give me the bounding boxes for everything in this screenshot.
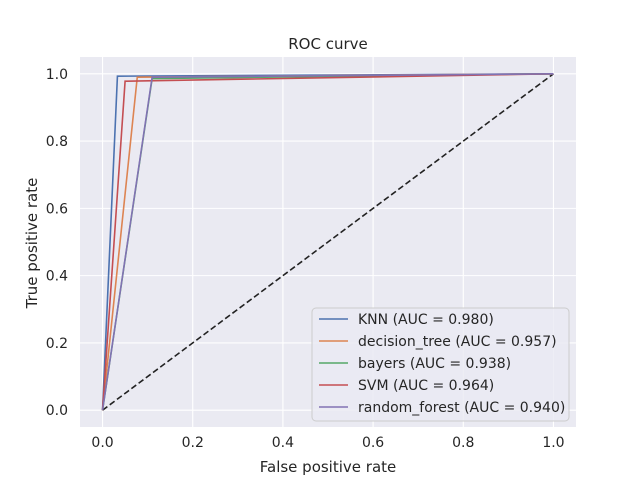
y-tick-label: 0.6	[46, 201, 68, 217]
chart-title: ROC curve	[288, 35, 368, 53]
y-tick-label: 0.2	[46, 336, 68, 352]
x-axis-label: False positive rate	[260, 458, 397, 476]
y-tick-label: 0.4	[46, 269, 68, 285]
chance-reference-line	[102, 73, 554, 411]
series-line	[101, 73, 554, 411]
x-tick-label: 0.6	[362, 435, 384, 451]
series-line	[101, 73, 554, 411]
legend-label: bayers (AUC = 0.938)	[358, 356, 511, 372]
x-tick-label: 0.4	[272, 435, 294, 451]
grid	[80, 57, 576, 427]
legend-label: KNN (AUC = 0.980)	[358, 312, 494, 328]
x-tick-labels: 0.0 0.2 0.4 0.6 0.8 1.0	[91, 435, 564, 451]
legend-label: SVM (AUC = 0.964)	[358, 378, 494, 394]
legend-box	[311, 307, 570, 422]
x-tick-label: 0.0	[91, 435, 113, 451]
series-layer	[101, 73, 554, 411]
y-tick-label: 0.0	[46, 403, 68, 419]
y-tick-label: 0.8	[46, 134, 68, 150]
y-tick-label: 1.0	[46, 67, 68, 83]
legend-label: decision_tree (AUC = 0.957)	[358, 334, 557, 350]
x-tick-label: 1.0	[542, 435, 564, 451]
legend: KNN (AUC = 0.980) decision_tree (AUC = 0.…	[311, 307, 570, 422]
x-tick-label: 0.8	[452, 435, 474, 451]
y-axis-label: True positive rate	[23, 178, 41, 310]
legend-label: random_forest (AUC = 0.940)	[358, 400, 565, 416]
y-tick-labels: 0.0 0.2 0.4 0.6 0.8 1.0	[46, 67, 68, 419]
x-tick-label: 0.2	[182, 435, 204, 451]
reference-line-layer	[102, 73, 554, 411]
